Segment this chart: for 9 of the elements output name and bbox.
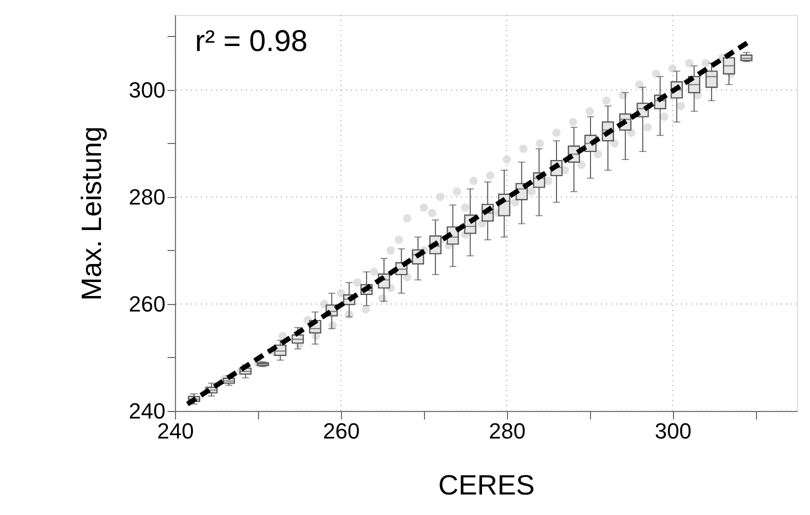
- x-tick-label: 300: [654, 418, 692, 444]
- x-tick-label: 280: [488, 418, 526, 444]
- y-tick-label: 300: [128, 77, 166, 102]
- x-tick-label: 260: [323, 418, 360, 444]
- annotation: r² = 0.98: [195, 25, 308, 58]
- y-tick-label: 280: [128, 184, 166, 210]
- y-tick-label: 260: [128, 291, 166, 316]
- x-axis-title: CERES: [438, 470, 535, 500]
- y-axis-title: Max. Leistung: [76, 126, 107, 301]
